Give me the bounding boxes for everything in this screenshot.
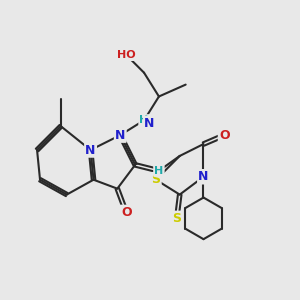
Text: O: O: [219, 129, 230, 142]
Text: H: H: [140, 115, 149, 125]
Text: O: O: [121, 206, 131, 219]
Text: H: H: [154, 166, 164, 176]
Text: N: N: [85, 143, 96, 157]
Text: S: S: [152, 173, 160, 186]
Text: N: N: [144, 117, 154, 130]
Text: N: N: [198, 170, 209, 183]
Text: HO: HO: [117, 50, 136, 60]
Text: S: S: [172, 212, 181, 225]
Text: N: N: [115, 129, 125, 142]
